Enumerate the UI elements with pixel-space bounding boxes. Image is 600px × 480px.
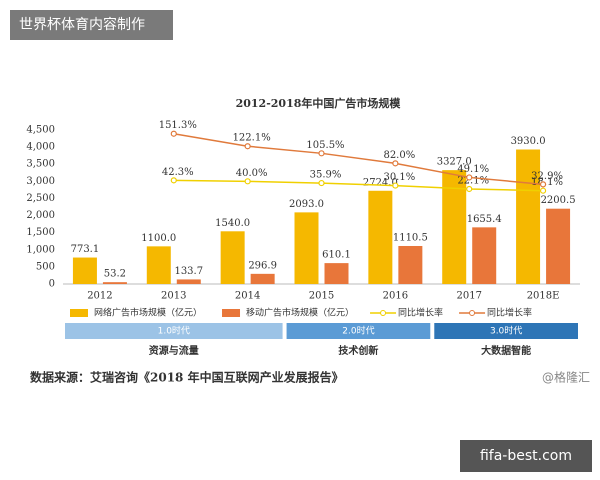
bar-label: 1110.5 bbox=[393, 232, 428, 243]
legend-swatch bbox=[469, 310, 476, 316]
legend-label: 同比增长率 bbox=[398, 307, 443, 319]
bar bbox=[398, 245, 423, 284]
bar-label: 296.9 bbox=[248, 260, 277, 271]
bar bbox=[546, 208, 571, 284]
line-marker bbox=[539, 181, 547, 188]
line-marker bbox=[392, 182, 399, 189]
line-marker bbox=[466, 174, 473, 181]
line-marker bbox=[318, 150, 325, 157]
x-tick-label: 2015 bbox=[309, 291, 334, 302]
source: 数据来源：艾瑞咨询《2018 年中国互联网产业发展报告》 bbox=[30, 370, 344, 385]
legend-label: 同比增长率 bbox=[487, 307, 532, 319]
legend-label: 移动广告市场规模（亿元） bbox=[246, 307, 354, 319]
era-label: 3.0时代 bbox=[490, 325, 522, 337]
line-label: 40.0% bbox=[236, 168, 268, 179]
line-label: 122.1% bbox=[233, 133, 271, 144]
line-marker bbox=[244, 143, 251, 150]
x-tick-label: 2018E bbox=[527, 291, 560, 302]
line-marker bbox=[170, 130, 177, 137]
footer: fifa-best.com bbox=[480, 448, 572, 464]
y-tick-label: 4,000 bbox=[26, 142, 55, 153]
bar bbox=[220, 231, 245, 284]
header: 世界杯体育内容制作 bbox=[19, 16, 145, 33]
y-tick-label: 500 bbox=[36, 261, 55, 272]
line-label: 35.9% bbox=[310, 170, 342, 181]
y-tick-label: 1,000 bbox=[26, 244, 55, 255]
bar-label: 610.1 bbox=[322, 250, 351, 261]
line-label: 151.3% bbox=[159, 120, 197, 131]
bar-label: 1540.0 bbox=[215, 218, 250, 229]
y-tick-label: 4,500 bbox=[26, 125, 55, 136]
bar-label: 133.7 bbox=[174, 266, 203, 277]
era-caption: 大数据智能 bbox=[481, 344, 531, 357]
chart-title: 2012-2018年中国广告市场规模 bbox=[236, 96, 402, 110]
bar-label: 1655.4 bbox=[467, 214, 502, 225]
line-marker bbox=[244, 178, 251, 185]
line-label: 82.0% bbox=[383, 150, 415, 161]
line-marker bbox=[466, 185, 473, 193]
bar bbox=[516, 149, 541, 284]
footer-box bbox=[460, 440, 592, 472]
y-tick-label: 2,000 bbox=[26, 210, 55, 221]
era-label: 2.0时代 bbox=[342, 325, 374, 337]
bar bbox=[250, 273, 275, 284]
era-caption: 技术创新 bbox=[338, 344, 378, 357]
y-tick-label: 3,500 bbox=[26, 159, 55, 170]
bar-label: 1100.0 bbox=[141, 233, 176, 244]
y-tick-label: 2,500 bbox=[26, 193, 55, 204]
bar-label: 2200.5 bbox=[541, 195, 576, 206]
line-marker bbox=[318, 179, 325, 187]
line-label: 22.1% bbox=[457, 175, 489, 186]
x-tick-label: 2013 bbox=[161, 291, 186, 302]
x-tick-label: 2014 bbox=[235, 291, 260, 302]
bar-label: 773.1 bbox=[71, 244, 100, 255]
bar-label: 2724.0 bbox=[363, 177, 398, 188]
y-tick-label: 3,000 bbox=[26, 176, 55, 187]
y-tick-label: 1,500 bbox=[26, 227, 55, 238]
line-marker bbox=[539, 187, 547, 194]
legend-swatch bbox=[380, 310, 387, 316]
x-tick-label: 2016 bbox=[383, 291, 408, 302]
line-label: 105.5% bbox=[306, 140, 344, 151]
line-label: 30.1% bbox=[383, 172, 415, 183]
line-marker bbox=[392, 160, 399, 167]
era-box bbox=[286, 323, 431, 339]
era-box bbox=[65, 323, 283, 339]
line-label: 42.3% bbox=[162, 167, 194, 178]
x-tick-label: 2017 bbox=[456, 291, 481, 302]
line bbox=[173, 132, 544, 186]
bar-label: 2093.0 bbox=[289, 199, 324, 210]
x-tick-label: 2012 bbox=[87, 291, 112, 302]
era-box bbox=[434, 323, 578, 339]
header-box bbox=[10, 10, 173, 40]
era-caption: 资源与流量 bbox=[149, 344, 199, 357]
bar bbox=[472, 227, 497, 284]
bar bbox=[368, 190, 393, 284]
watermark: @格隆汇 bbox=[542, 370, 590, 385]
bar bbox=[146, 246, 171, 284]
line-label: 49.1% bbox=[457, 164, 489, 175]
line-label: 32.9% bbox=[531, 171, 563, 182]
line-marker bbox=[170, 177, 177, 184]
bar bbox=[324, 263, 349, 284]
bar-label: 53.2 bbox=[104, 269, 126, 280]
y-tick-label: 0 bbox=[49, 279, 55, 290]
bar bbox=[72, 257, 97, 284]
bar bbox=[294, 212, 319, 284]
line bbox=[173, 179, 544, 192]
bar bbox=[102, 282, 127, 284]
legend-swatch bbox=[222, 309, 241, 317]
era-label: 1.0时代 bbox=[158, 325, 190, 337]
line-label: 18.1% bbox=[531, 177, 563, 188]
legend-swatch bbox=[70, 309, 88, 317]
legend-label: 网络广告市场规模（亿元） bbox=[94, 307, 202, 319]
bar bbox=[176, 279, 201, 284]
bar-label: 3327.0 bbox=[437, 157, 472, 168]
bar-label: 3930.0 bbox=[511, 136, 546, 147]
